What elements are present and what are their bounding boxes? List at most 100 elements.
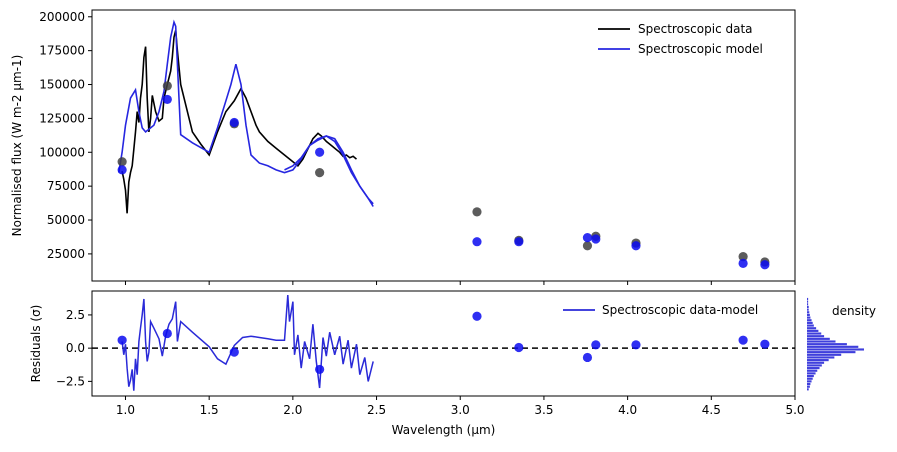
residual-xtick-label-7: 4.5 [702,403,721,417]
flux-ylabel: Normalised flux (W m-2 µm-1) [10,55,24,237]
flux-panel: 25000 50000 75000 100000 125000 150000 175000 2… [10,9,796,285]
flux-ytick-label-1: 50000 [47,213,85,227]
density-bar-18 [807,340,836,343]
residual-point-8 [631,340,641,350]
flux-point-4-2 [229,117,239,128]
flux-ytick-label-5: 150000 [39,78,85,92]
residual-ytick-label-1: 0.0 [66,341,85,355]
residual-ytick-label-0: −2.5 [56,374,85,388]
flux-ytick-label-6: 175000 [39,44,85,58]
flux-legend-label-1: Spectroscopic model [638,42,763,56]
flux-point-3-6 [582,241,593,251]
density-bar-11 [807,359,829,362]
density-bar-28 [807,313,810,316]
density-bar-10 [807,361,825,364]
density-label: density [832,304,876,318]
residual-xtick-label-2: 2.0 [283,403,302,417]
flux-point-4-9 [738,258,748,268]
residual-point-7 [591,340,601,350]
density-bar-22 [807,329,819,332]
density-bar-9 [807,364,822,367]
flux-point-4-0 [117,165,127,175]
residual-xtick-label-3: 2.5 [367,403,386,417]
residual-point-5 [514,342,524,353]
flux-legend-label-0: Spectroscopic data [638,22,753,36]
density-bar-1 [807,385,810,388]
density-bar-6 [807,372,816,375]
flux-point-3-1 [162,81,172,91]
flux-point-3-9 [738,252,748,262]
residual-legend-label: Spectroscopic data-model [602,303,758,317]
residual-xtick-label-5: 3.5 [534,403,553,417]
flux-point-4-3 [315,147,325,157]
density-bar-27 [807,316,811,319]
density-bar-8 [807,367,820,370]
residual-xlabel: Wavelength (µm) [392,423,496,437]
density-bar-2 [807,382,811,386]
density-bar-21 [807,332,822,335]
density-bar-14 [807,351,856,354]
residual-xtick-label-0: 1.0 [116,403,135,417]
flux-ytick-label-3: 100000 [39,145,85,159]
density-bar-23 [807,327,817,330]
density-bar-34 [807,297,809,301]
flux-point-4-6 [582,233,593,243]
residual-xtick-label-8: 5.0 [785,403,804,417]
density-bar-33 [807,300,809,303]
density-bar-13 [807,353,842,356]
flux-point-4-8 [631,241,641,251]
residual-ytick-label-2: 2.5 [66,308,85,322]
residual-point-6 [582,352,593,363]
residual-axes-frame [91,290,796,397]
density-bar-12 [807,356,835,359]
density-bar-19 [807,337,830,340]
residual-xtick-label-4: 3.0 [451,403,470,417]
density-bar-31 [807,305,809,309]
flux-point-4-1 [162,94,172,105]
residuals-panel: −2.5 0.0 2.5 1.0 1.5 2.0 2.5 3.0 3.5 4.0 4.5 5.0 Wav… [29,290,805,437]
density-bar-5 [807,375,814,378]
flux-ytick-label-4: 125000 [39,111,85,125]
residual-point-1 [162,328,172,339]
flux-point-4-5 [514,237,524,247]
residual-point-3 [315,364,325,375]
density-bar-20 [807,335,825,338]
flux-point-3-3 [315,168,325,178]
residual-ylabel: Residuals (σ) [29,305,43,383]
density-bar-32 [807,303,809,306]
flux-axes-frame [91,9,796,282]
residual-xtick-label-1: 1.5 [200,403,219,417]
flux-point-4-10 [760,260,770,270]
flux-point-4-7 [591,234,601,244]
residual-point-0 [117,335,127,345]
density-bar-29 [807,311,810,314]
density-bar-7 [807,369,818,372]
density-bar-30 [807,308,809,311]
flux-ytick-label-2: 75000 [47,179,85,193]
residual-point-10 [760,339,770,349]
density-bar-0 [807,388,809,391]
flux-point-4-4 [472,237,482,247]
flux-ytick-label-7: 200000 [39,10,85,24]
flux-point-3-0 [117,157,127,167]
flux-series-line-1 [118,19,374,205]
density-bar-16 [807,345,859,348]
density-bar-25 [807,321,813,324]
residual-line-0 [121,294,374,391]
flux-series-line-2 [284,135,374,207]
density-bar-4 [807,377,813,380]
residual-xtick-label-6: 4.0 [618,403,637,417]
density-bar-15 [807,348,864,351]
residual-point-9 [738,335,748,345]
density-bar-3 [807,380,812,383]
density-panel: density [807,297,876,391]
density-bar-24 [807,324,814,327]
residual-point-2 [229,347,239,357]
flux-ytick-label-0: 25000 [47,247,85,261]
flux-point-3-4 [472,207,482,217]
flux-series-line-0 [121,30,358,214]
residual-point-4 [472,311,482,321]
density-bar-26 [807,319,812,322]
